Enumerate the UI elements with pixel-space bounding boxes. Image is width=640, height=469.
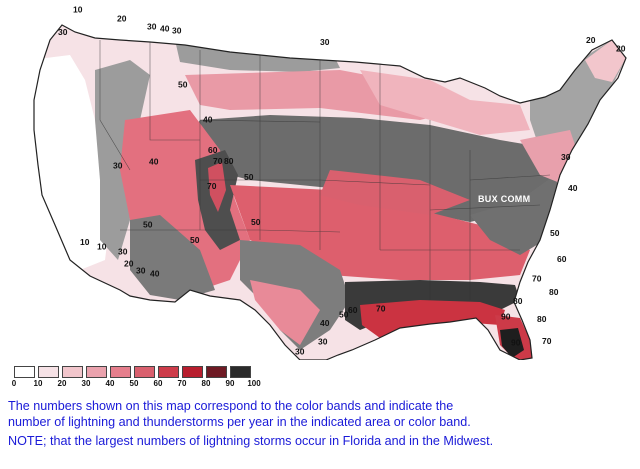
contour-label: 30 [561,152,571,162]
contour-label: 80 [224,156,234,166]
legend-swatch [134,366,155,378]
contour-label: 30 [118,247,128,257]
band-10-maine [585,40,626,82]
contour-label: 80 [537,314,547,324]
caption-line-1: The numbers shown on this map correspond… [8,399,454,413]
contour-label: 60 [208,145,218,155]
contour-label: 10 [73,5,83,15]
legend-tick-label: 100 [247,379,261,388]
state-borders [99,40,551,300]
contour-label: 30 [172,25,182,35]
legend-tick-label: 10 [33,379,43,388]
contour-label: 50 [178,79,188,89]
contour-label: 50 [244,172,254,182]
us-outline [33,24,627,360]
color-legend: 0 10 20 30 40 50 60 70 80 90 100 [11,366,274,396]
band-90-florida [500,328,524,358]
legend-swatch [230,366,251,378]
legend-tick-label: 90 [225,379,235,388]
contour-label: 20 [616,43,626,53]
contour-label: 20 [124,258,134,268]
contour-label: 30 [320,37,330,47]
contour-label: 40 [149,157,159,167]
contour-label: 10 [80,237,90,247]
map-caption: The numbers shown on this map correspond… [8,399,636,450]
lightning-map: BUX COMM 10 20 30 40 30 30 30 20 20 50 40 30 40 60 70 8… [33,5,627,360]
band-30-south-texas [250,280,320,345]
contour-label: 10 [97,241,107,251]
caption-note: NOTE; that the largest numbers of lightn… [8,434,494,448]
contour-label: 30 [147,22,157,32]
contour-label: 30 [318,337,328,347]
legend-tick-label: 50 [129,379,139,388]
contour-label: 40 [160,24,170,34]
contour-label: 40 [568,183,578,193]
contour-label: 40 [203,114,213,124]
legend-tick-label: 40 [105,379,115,388]
contour-label: 70 [207,181,217,191]
contour-label: 70 [542,336,552,346]
legend-tick-label: 80 [201,379,211,388]
band-40-midwest [180,115,560,222]
band-30-great-lakes [360,70,530,135]
band-40-southwest [130,215,215,300]
legend-swatch [86,366,107,378]
contour-label: 50 [143,220,153,230]
legend-swatch [38,366,59,378]
legend-tick-label: 0 [11,379,17,388]
legend-swatch [110,366,131,378]
legend-tick-label: 30 [81,379,91,388]
contour-label: 30 [113,160,123,170]
band-80-gulf-coast [360,300,505,338]
watermark-text: BUX COMM [478,194,530,204]
contour-label: 20 [117,14,127,24]
legend-tick-label: 20 [57,379,67,388]
contour-label: 90 [511,338,521,348]
contour-label: 40 [150,268,160,278]
legend-tick-label: 70 [177,379,187,388]
contour-label: 90 [501,312,511,322]
contour-label: 40 [320,318,330,328]
legend-swatch [62,366,83,378]
legend-swatch [14,366,35,378]
contour-label: 30 [136,266,146,276]
contour-label: 50 [190,235,200,245]
contour-label: 60 [348,305,358,315]
legend-swatch [158,366,179,378]
contour-label: 80 [513,296,523,306]
contour-label: 30 [58,27,68,37]
contour-label: 30 [295,347,305,357]
contour-label: 70 [532,274,542,284]
contour-label: 50 [251,217,261,227]
legend-tick-label: 60 [153,379,163,388]
legend-swatch [206,366,227,378]
caption-line-2: number of lightning and thunderstorms pe… [8,414,471,429]
legend-swatch [182,366,203,378]
contour-label: 80 [549,287,559,297]
contour-label: 50 [339,310,349,320]
contour-label: 70 [376,303,386,313]
contour-label: 50 [550,228,560,238]
band-60-missouri [320,170,470,215]
contour-label: 20 [586,35,596,45]
contour-label: 70 [213,156,223,166]
band-80-rockies [208,162,226,212]
contour-label: 60 [557,254,567,264]
